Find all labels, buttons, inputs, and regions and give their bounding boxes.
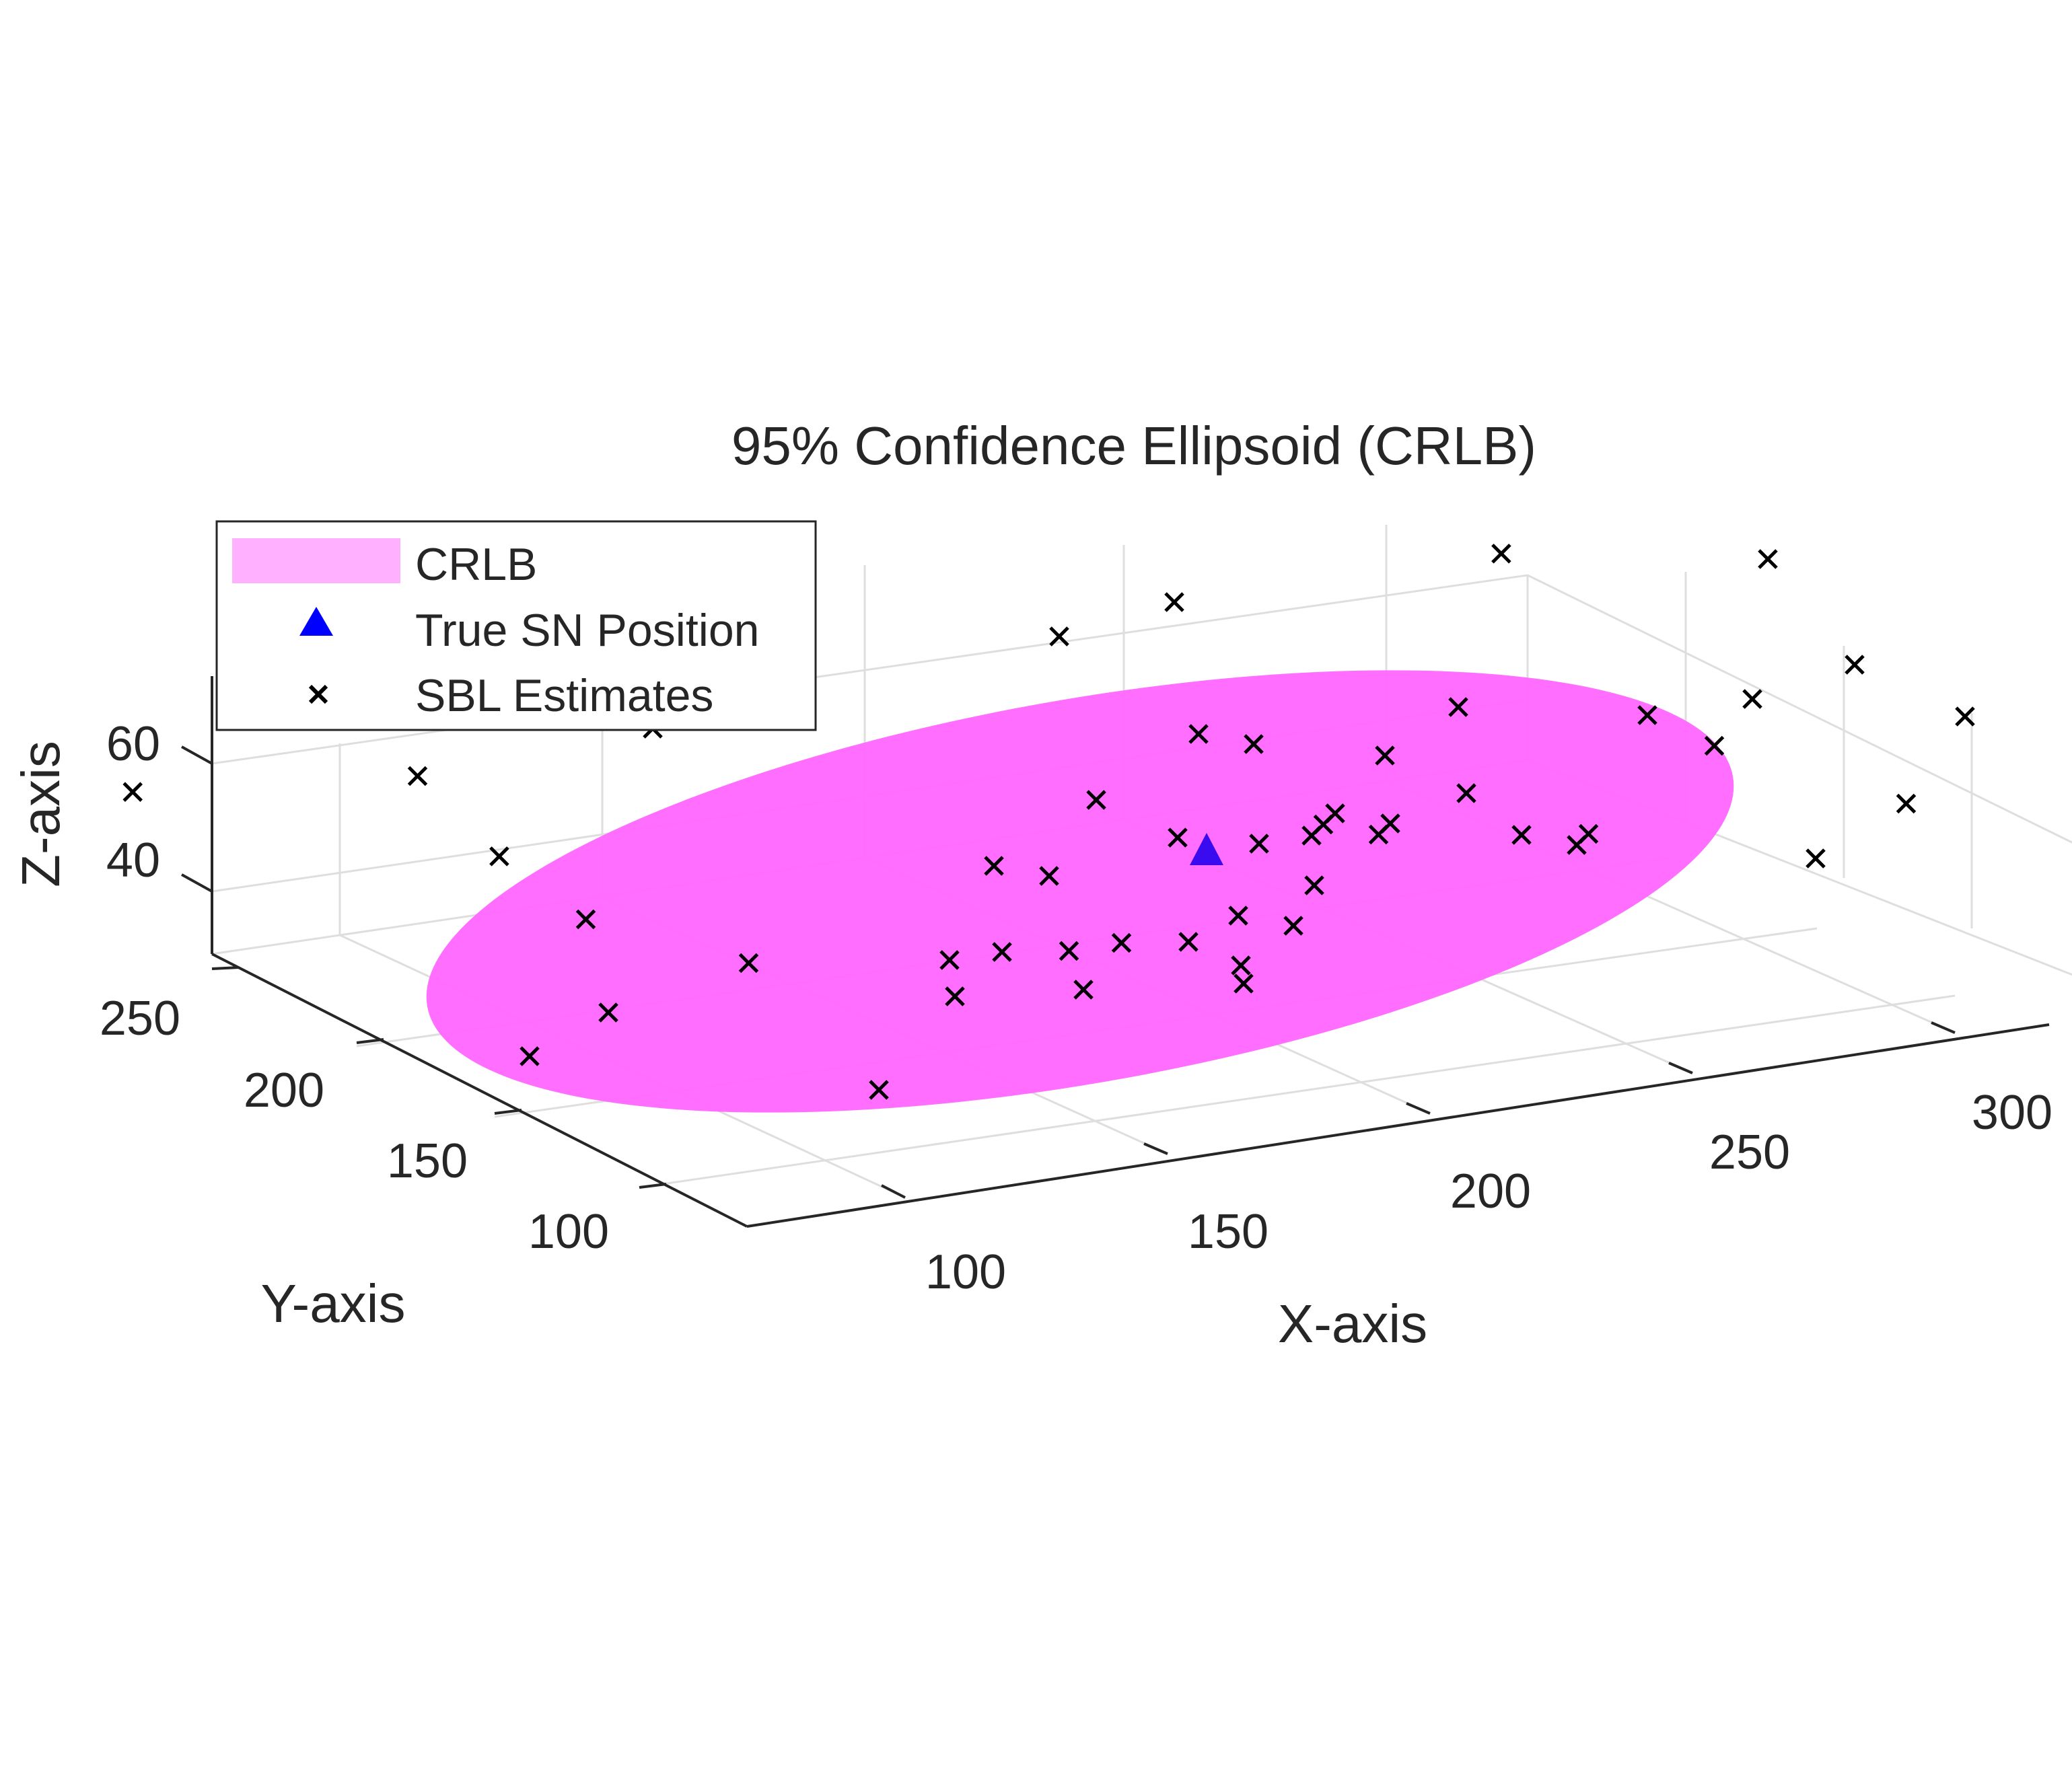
z-tick-label: 40 bbox=[106, 834, 160, 887]
x-tick-100 bbox=[881, 1184, 906, 1199]
axis-lines bbox=[211, 676, 2050, 1228]
x-tick-label: 100 bbox=[925, 1245, 1006, 1299]
sbl-estimate-marker bbox=[1758, 549, 1778, 569]
x-tick-label: 150 bbox=[1188, 1205, 1269, 1259]
y-tick-200 bbox=[356, 1038, 384, 1044]
x-axis-label: X-axis bbox=[1278, 1294, 1427, 1354]
sbl-estimate-marker bbox=[1049, 626, 1069, 647]
sbl-estimate-marker bbox=[575, 909, 596, 930]
sbl-estimate-marker bbox=[1448, 697, 1468, 717]
sbl-estimate-marker bbox=[1325, 803, 1345, 823]
true-sn-position-marker bbox=[1190, 833, 1223, 865]
y-tick-label: 100 bbox=[528, 1205, 609, 1259]
sbl-estimate-marker bbox=[1111, 932, 1132, 953]
sbl-estimate-marker bbox=[1164, 592, 1184, 612]
grid-floor-y-1 bbox=[639, 994, 1956, 1189]
sbl-estimate-marker bbox=[945, 986, 965, 1006]
y-tick-150 bbox=[494, 1109, 522, 1115]
y-tick-label: 150 bbox=[387, 1134, 468, 1188]
x-tick-200 bbox=[1406, 1102, 1431, 1115]
legend-label-true-sn: True SN Position bbox=[415, 605, 759, 656]
legend-label-crlb: CRLB bbox=[415, 539, 537, 590]
sbl-estimate-marker bbox=[984, 856, 1004, 876]
sbl-estimate-marker bbox=[1511, 825, 1532, 845]
y-tick-250 bbox=[211, 966, 240, 970]
sbl-estimate-marker bbox=[1086, 790, 1106, 810]
sbl-estimate-marker bbox=[1059, 941, 1079, 961]
chart-title: 95% Confidence Ellipsoid (CRLB) bbox=[731, 416, 1536, 476]
y-tick-label: 200 bbox=[244, 1064, 324, 1117]
y-axis-line bbox=[211, 953, 748, 1228]
y-tick-label: 250 bbox=[100, 992, 180, 1045]
sbl-estimate-marker bbox=[1368, 824, 1389, 845]
sbl-estimates-markers bbox=[122, 544, 1975, 1100]
sbl-estimate-marker bbox=[122, 782, 143, 802]
sbl-estimate-marker bbox=[1249, 834, 1269, 854]
legend-triangle-icon bbox=[299, 607, 333, 636]
z-tick-60 bbox=[181, 745, 213, 765]
sbl-estimate-marker bbox=[1178, 932, 1199, 952]
sbl-estimate-marker bbox=[869, 1080, 889, 1100]
sbl-estimate-marker bbox=[1637, 705, 1657, 725]
sbl-estimate-marker bbox=[1228, 906, 1248, 926]
x-tick-label: 250 bbox=[1709, 1126, 1790, 1179]
sbl-estimate-marker bbox=[1578, 823, 1599, 844]
sbl-estimate-marker bbox=[1168, 827, 1188, 848]
x-tick-label: 200 bbox=[1450, 1165, 1531, 1218]
sbl-estimate-marker bbox=[738, 953, 759, 973]
z-tick-40 bbox=[181, 873, 213, 893]
x-tick-label: 300 bbox=[1972, 1086, 2052, 1140]
x-tick-300 bbox=[1931, 1021, 1956, 1034]
sbl-estimate-marker bbox=[1456, 783, 1476, 803]
sbl-estimate-marker bbox=[1231, 955, 1251, 976]
sbl-estimate-marker bbox=[1704, 735, 1725, 756]
sbl-estimate-marker bbox=[992, 942, 1012, 962]
sbl-estimate-marker bbox=[1283, 916, 1303, 936]
sbl-estimate-marker bbox=[1955, 706, 1975, 727]
sbl-estimate-marker bbox=[1188, 724, 1209, 744]
sbl-estimate-marker bbox=[1304, 875, 1324, 895]
x-axis-line bbox=[746, 1023, 2050, 1228]
y-axis-label: Y-axis bbox=[261, 1274, 406, 1333]
sbl-estimate-marker bbox=[489, 846, 509, 867]
sbl-estimate-marker bbox=[407, 766, 428, 786]
sbl-estimate-marker bbox=[598, 1002, 618, 1023]
x-tick-150 bbox=[1143, 1142, 1168, 1155]
tick-labels: 60 40 250 200 150 100 100 150 200 250 30… bbox=[100, 717, 2052, 1299]
sbl-estimate-marker bbox=[1806, 848, 1826, 869]
sbl-estimate-marker bbox=[1491, 544, 1511, 564]
legend: CRLB True SN Position SBL Estimates bbox=[215, 520, 817, 731]
sbl-estimate-marker bbox=[1073, 980, 1094, 1000]
sbl-estimate-marker bbox=[1742, 689, 1762, 709]
crlb-ellipsoid bbox=[426, 670, 1734, 1113]
sbl-estimate-marker bbox=[1845, 655, 1865, 675]
sbl-estimate-marker bbox=[520, 1046, 540, 1066]
z-axis-label: Z-axis bbox=[11, 741, 71, 887]
z-tick-label: 60 bbox=[106, 717, 160, 771]
sbl-estimate-marker bbox=[1039, 866, 1059, 886]
y-tick-100 bbox=[639, 1183, 667, 1189]
sbl-estimate-marker bbox=[1234, 973, 1254, 994]
tick-marks bbox=[181, 745, 1956, 1199]
legend-label-sbl: SBL Estimates bbox=[415, 670, 713, 721]
legend-x-icon bbox=[308, 684, 328, 704]
sbl-estimate-marker bbox=[939, 950, 960, 970]
sbl-estimate-marker bbox=[1375, 745, 1395, 766]
x-tick-250 bbox=[1668, 1062, 1693, 1074]
sbl-estimate-marker bbox=[1896, 793, 1917, 814]
sbl-estimate-marker bbox=[1244, 734, 1264, 754]
legend-crlb-swatch bbox=[232, 538, 400, 583]
